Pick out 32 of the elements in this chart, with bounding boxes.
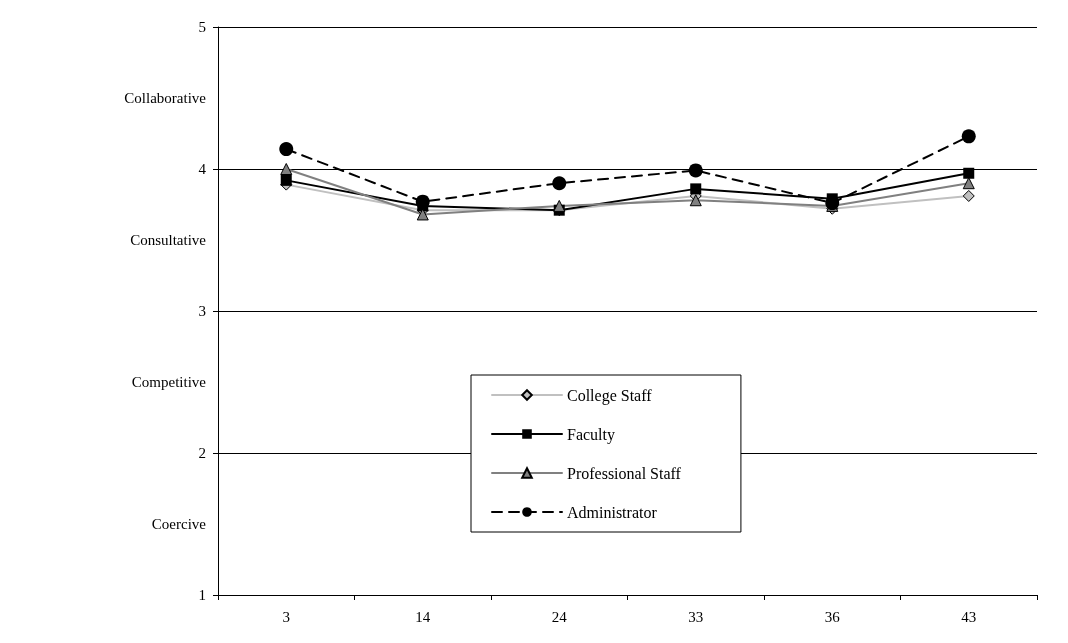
point — [688, 163, 703, 178]
y-tick-label: 5 — [198, 19, 206, 35]
legend-label: Professional Staff — [567, 464, 682, 482]
legend-label: Administrator — [567, 503, 658, 521]
point — [690, 183, 702, 195]
legend-label: College Staff — [567, 386, 653, 405]
x-tick-label: 43 — [961, 608, 977, 625]
point — [961, 129, 976, 144]
point — [553, 199, 566, 212]
point — [689, 194, 702, 207]
point — [963, 167, 975, 179]
y-tick-label: 3 — [198, 303, 206, 319]
x-tick-label: 36 — [824, 608, 841, 625]
x-tick-label: 24 — [551, 608, 568, 625]
legend-label: Faculty — [567, 425, 615, 444]
x-tick-label: 33 — [688, 608, 704, 625]
x-tick-label: 3 — [282, 608, 290, 625]
point — [280, 174, 292, 186]
y-tick-label: Competitive — [131, 374, 207, 390]
x-tick-label: 14 — [415, 608, 431, 625]
point — [962, 189, 975, 202]
point — [962, 177, 975, 190]
y-tick-label: 4 — [198, 161, 207, 177]
y-tick-label: Coercive — [151, 516, 207, 532]
point — [280, 163, 293, 175]
point — [279, 142, 294, 157]
y-tick-label: Consultative — [130, 232, 207, 248]
point — [552, 176, 567, 191]
point — [415, 194, 430, 209]
y-tick-label: Collaborative — [124, 90, 207, 106]
y-tick-label: 1 — [198, 587, 206, 603]
y-tick-label: 2 — [198, 445, 206, 461]
